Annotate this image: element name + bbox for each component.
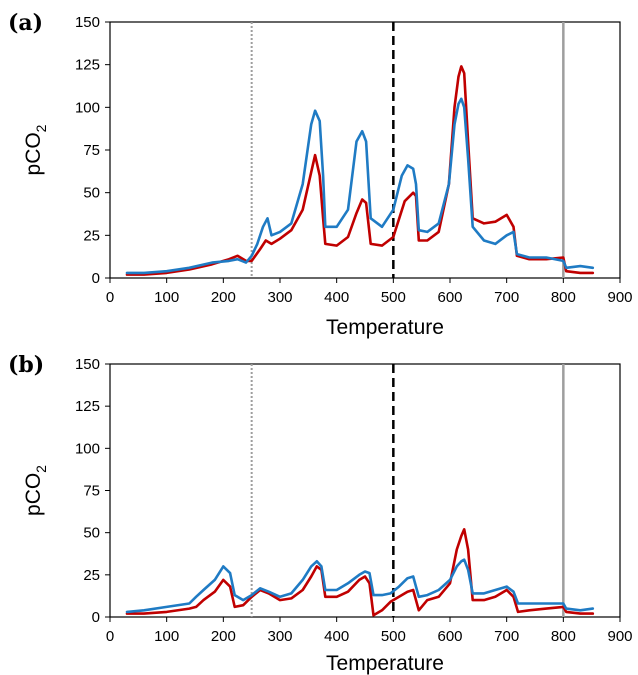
x-tick-label: 900 — [607, 289, 632, 306]
y-tick-label: 50 — [83, 525, 100, 542]
y-tick-label: 150 — [75, 356, 100, 373]
plot-frame — [109, 21, 621, 279]
x-tick-label: 400 — [324, 289, 349, 306]
y-tick-label: 100 — [75, 440, 100, 457]
y-tick-label: 100 — [75, 99, 100, 116]
y-axis-title: pCO2 — [22, 124, 49, 175]
y-tick-label: 50 — [83, 185, 100, 202]
series-line-blue — [125, 558, 595, 614]
x-tick-label: 200 — [211, 289, 236, 306]
chart-panel-b: (b) 0 25 50 75 100 125 150 0 100 200 300 400 500 600 70… — [8, 352, 633, 675]
x-tick-label: 800 — [551, 628, 576, 645]
y-tick-label: 0 — [92, 609, 100, 626]
y-axis-title-subscript: 2 — [33, 124, 49, 132]
x-tick-label: 100 — [154, 628, 179, 645]
x-axis-title: Temperature — [326, 316, 444, 339]
y-axis-title: pCO2 — [22, 465, 49, 516]
y-axis-title-subscript: 2 — [33, 465, 49, 473]
y-tick-label: 0 — [92, 270, 100, 287]
x-tick-label: 500 — [381, 628, 406, 645]
y-tick-label: 25 — [83, 227, 100, 244]
x-tick-label: 200 — [211, 628, 236, 645]
y-tick-label: 150 — [75, 14, 100, 31]
x-axis-title: Temperature — [326, 652, 444, 675]
y-tick-label: 75 — [83, 142, 100, 159]
y-axis-title-main: pCO — [22, 473, 45, 516]
plot-frame — [109, 363, 621, 618]
y-tick-label: 25 — [83, 567, 100, 584]
x-tick-label: 900 — [607, 628, 632, 645]
x-tick-label: 0 — [106, 289, 114, 306]
x-tick-label: 800 — [551, 289, 576, 306]
y-tick-label: 75 — [83, 483, 100, 500]
x-tick-label: 600 — [437, 628, 462, 645]
panel-label: (a) — [8, 10, 43, 36]
x-tick-label: 300 — [267, 289, 292, 306]
x-tick-label: 100 — [154, 289, 179, 306]
series-line-red — [125, 527, 595, 617]
y-tick-label: 125 — [75, 57, 100, 74]
series-line-red — [125, 65, 595, 276]
y-axis-title-main: pCO — [22, 132, 45, 175]
chart-panel-a: (a) 0 25 50 75 100 125 150 0 100 200 300 400 500 600 70… — [8, 10, 633, 339]
x-tick-label: 0 — [106, 628, 114, 645]
panel-label: (b) — [8, 352, 44, 378]
series-line-blue — [125, 97, 595, 275]
x-tick-label: 700 — [494, 289, 519, 306]
x-tick-label: 400 — [324, 628, 349, 645]
x-tick-label: 300 — [267, 628, 292, 645]
x-tick-label: 700 — [494, 628, 519, 645]
x-tick-label: 600 — [437, 289, 462, 306]
y-tick-label: 125 — [75, 398, 100, 415]
x-tick-label: 500 — [381, 289, 406, 306]
